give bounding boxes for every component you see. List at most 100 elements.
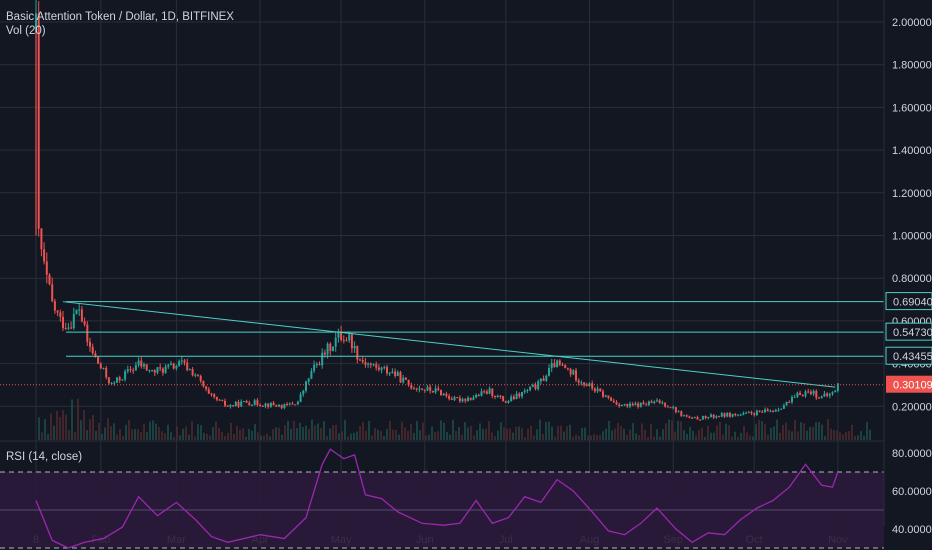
candle [148, 369, 151, 373]
candle-body [386, 367, 388, 374]
volume-bar [128, 419, 130, 440]
candle-body [272, 402, 275, 406]
candle [234, 400, 237, 407]
candle [666, 405, 669, 408]
candle [213, 393, 216, 399]
volume-bar [365, 430, 367, 440]
volume-bar [218, 428, 220, 440]
volume-bar [350, 433, 352, 440]
candle-body [572, 370, 575, 375]
candle-body [229, 405, 232, 407]
candle-body [121, 379, 124, 381]
volume-bar [863, 435, 865, 440]
volume-bar [830, 428, 832, 440]
candle-body [402, 377, 405, 383]
candle [583, 382, 586, 388]
candle [40, 227, 43, 257]
candle [672, 405, 675, 410]
candle-body [164, 366, 167, 373]
candle [91, 343, 94, 355]
candle [515, 391, 518, 400]
candle [553, 359, 556, 368]
candle [53, 298, 56, 314]
candle-body [207, 389, 210, 394]
candle-body [434, 388, 437, 393]
candle [256, 398, 259, 407]
candle-body [807, 391, 810, 393]
candle-body [491, 388, 494, 396]
candle [350, 333, 353, 353]
candle [126, 365, 129, 374]
candle [102, 367, 105, 370]
candle-body [712, 414, 715, 418]
candle-body [232, 405, 235, 407]
volume-bar [383, 435, 385, 440]
candle [629, 401, 631, 409]
volume-bar [743, 426, 745, 440]
candle [242, 400, 245, 403]
candle [683, 414, 685, 417]
candle-body [353, 346, 356, 349]
volume-bar [479, 423, 481, 440]
candle [107, 376, 110, 385]
candle [720, 411, 723, 418]
volume-bar [824, 436, 826, 440]
volume-bar [545, 421, 547, 440]
candle-body [210, 393, 213, 395]
candle [734, 412, 737, 417]
candle [310, 368, 313, 380]
volume-bar [317, 423, 319, 440]
volume-bar [110, 426, 112, 440]
volume-bar [236, 425, 238, 440]
volume-bar [164, 433, 166, 440]
candle [647, 400, 650, 407]
candle [561, 362, 564, 367]
volume-bar [386, 428, 388, 440]
candle-body [801, 395, 804, 397]
candle-body [518, 393, 521, 397]
candle-body [205, 386, 208, 390]
candle-body [742, 413, 745, 415]
candle [699, 419, 702, 422]
volume-bar [605, 428, 607, 440]
volume-bar [371, 435, 373, 440]
volume-bar [188, 434, 190, 440]
volume-bar [488, 421, 490, 440]
volume-bar [290, 428, 292, 440]
candle [118, 375, 121, 383]
candle-body [539, 378, 542, 382]
candle-body [458, 397, 461, 402]
candle [634, 401, 637, 406]
candle-body [494, 395, 496, 397]
candle [539, 378, 542, 385]
volume-bar [779, 432, 781, 440]
volume-bar [557, 425, 559, 440]
candle [302, 389, 305, 397]
candle-body [224, 400, 226, 406]
candle-body [720, 413, 723, 417]
candle-body [755, 410, 758, 416]
candle [639, 402, 642, 408]
candle [332, 346, 334, 352]
candle-body [685, 415, 688, 417]
candle [793, 394, 796, 398]
candle-body [564, 365, 567, 369]
candle-body [191, 369, 194, 376]
candle-body [102, 367, 105, 369]
candle [739, 413, 742, 417]
volume-bar [53, 425, 55, 440]
volume-bar [752, 436, 754, 440]
candle-body [661, 402, 664, 404]
volume-bar [587, 435, 589, 440]
volume-bar [380, 431, 382, 440]
volume-bar [641, 423, 643, 440]
volume-bar [74, 432, 76, 440]
candle-body [45, 261, 48, 275]
candle [780, 408, 783, 410]
candle-body [610, 397, 613, 401]
candle-body [626, 403, 629, 407]
candle [186, 358, 189, 372]
volume-bar [140, 432, 142, 440]
candle-body [213, 394, 216, 398]
